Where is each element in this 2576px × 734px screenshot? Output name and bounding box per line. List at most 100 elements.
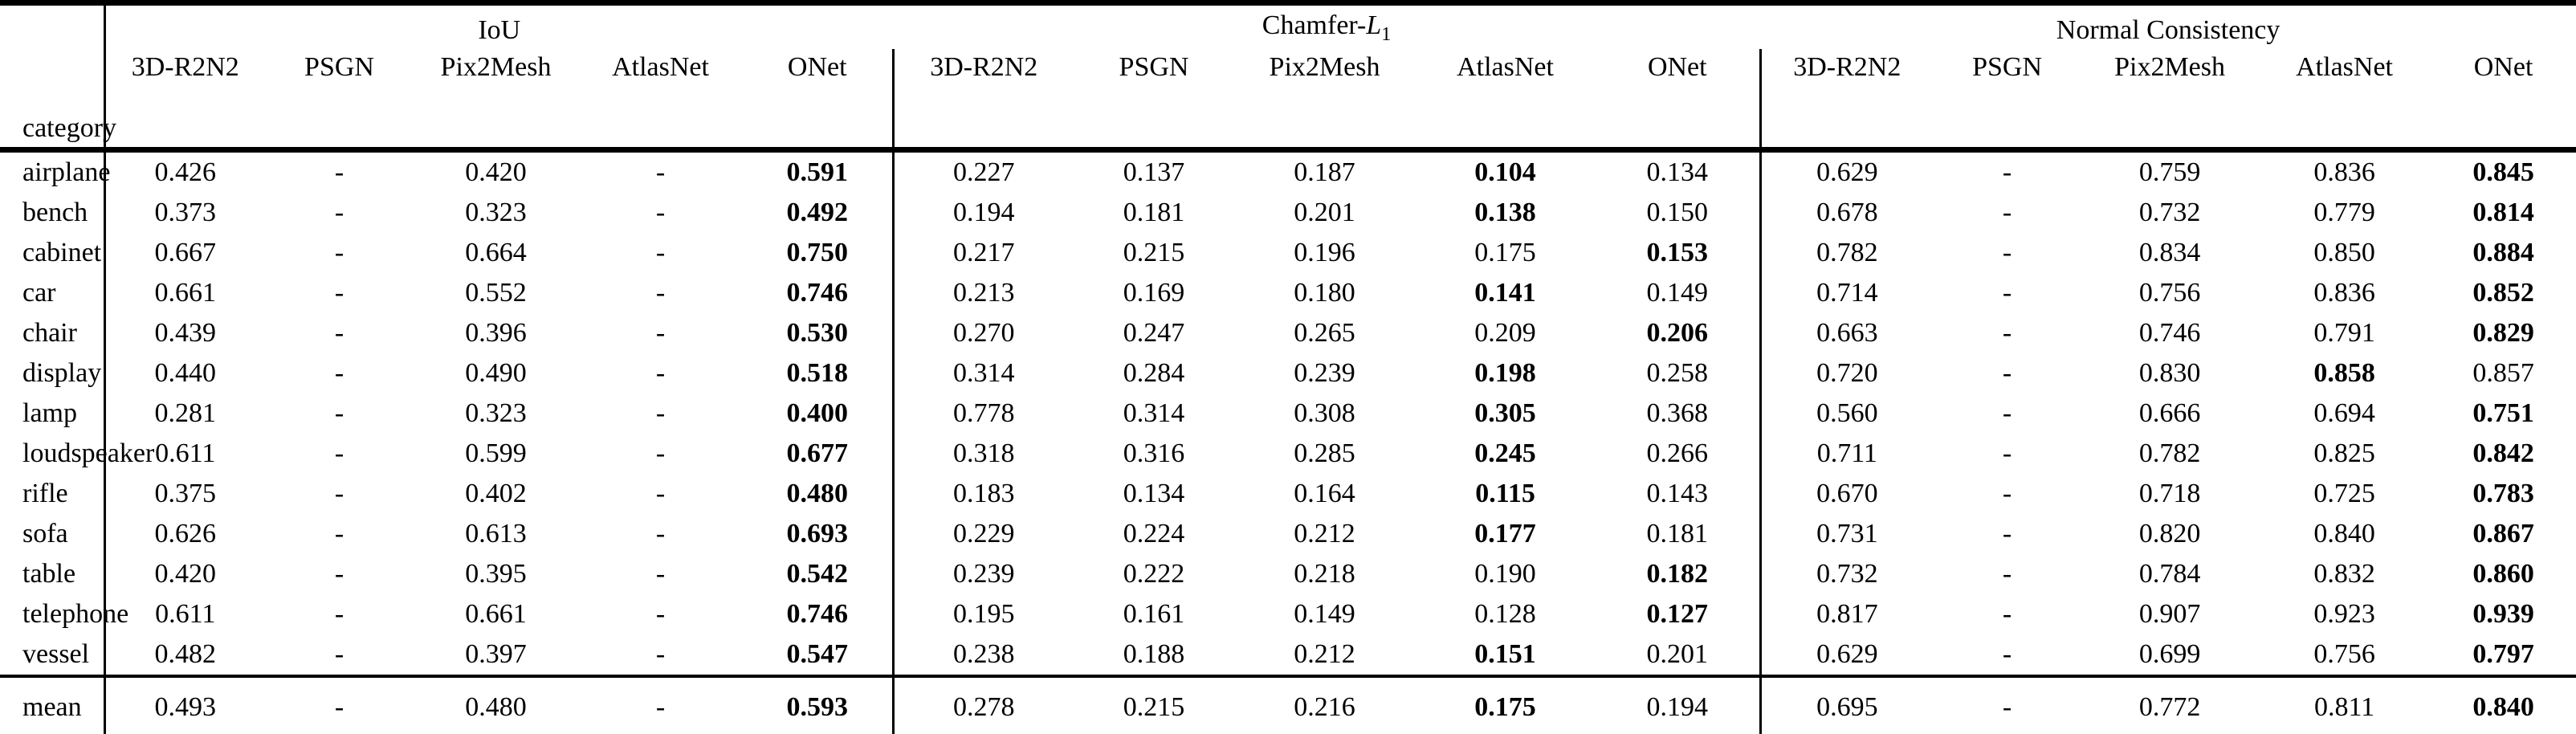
value-cell: -	[2002, 639, 2012, 669]
value-cell: 0.836	[2313, 157, 2375, 187]
value-cell: -	[334, 559, 344, 589]
value-cell: 0.840	[2313, 519, 2375, 548]
table-row: chair 0.439 - 0.396 - 0.530 0.270 0.247 0.265 0.2…	[0, 313, 2576, 353]
value-cell: 0.626	[103, 514, 265, 554]
value-cell: -	[2002, 479, 2012, 508]
value-cell: 0.395	[465, 559, 527, 589]
value-cell: 0.201	[1294, 198, 1355, 227]
value-cell: 0.923	[2313, 599, 2375, 629]
value-cell: 0.134	[1646, 157, 1709, 187]
value-cell: 0.245	[1474, 438, 1536, 468]
value-cell: 0.190	[1474, 559, 1536, 589]
value-cell: 0.907	[2138, 599, 2201, 629]
category-cell: bench	[22, 198, 88, 227]
value-cell: 0.181	[1646, 519, 1709, 548]
value-cell: 0.666	[2138, 398, 2201, 428]
value-cell: 0.797	[2472, 639, 2534, 669]
value-cell: -	[2002, 358, 2012, 388]
value-cell: 0.867	[2472, 519, 2534, 548]
value-cell: 0.128	[1474, 599, 1536, 629]
value-cell: -	[334, 599, 344, 629]
value-cell: -	[334, 438, 344, 468]
value-cell: 0.183	[891, 474, 1074, 514]
table-body: airplane 0.426 - 0.420 - 0.591 0.227 0.137 0.187…	[0, 149, 2576, 676]
value-cell: 0.439	[103, 313, 265, 353]
value-cell: 0.227	[891, 149, 1074, 193]
value-cell: 0.198	[1474, 358, 1536, 388]
value-cell: 0.779	[2313, 198, 2375, 227]
value-cell: 0.490	[465, 358, 527, 388]
value-cell: 0.852	[2472, 278, 2534, 308]
value-cell: 0.182	[1646, 559, 1709, 589]
category-cell: rifle	[22, 479, 68, 508]
value-cell: 0.820	[2138, 519, 2201, 548]
value-cell: 0.396	[465, 318, 527, 348]
value-cell: 0.149	[1646, 278, 1709, 308]
value-cell: 0.560	[1759, 394, 1934, 434]
value-cell: -	[655, 157, 666, 187]
value-cell: 0.661	[465, 599, 527, 629]
value-cell: 0.187	[1294, 157, 1355, 187]
method-header: ONet	[1596, 49, 1761, 153]
category-cell: vessel	[22, 639, 90, 669]
value-cell: -	[2002, 438, 2012, 468]
value-cell: 0.480	[414, 675, 578, 734]
value-cell: 0.850	[2313, 238, 2375, 267]
chamfer-subscript: 1	[1381, 24, 1392, 45]
value-cell: -	[655, 479, 666, 508]
value-cell: 0.884	[2472, 238, 2534, 267]
value-cell: 0.440	[103, 353, 265, 394]
value-cell: 0.215	[1074, 675, 1235, 734]
value-cell: 0.746	[786, 599, 849, 629]
table-row: lamp 0.281 - 0.323 - 0.400 0.778 0.314 0.308 0.30…	[0, 394, 2576, 434]
value-cell: 0.222	[1123, 559, 1185, 589]
method-header: AtlasNet	[1415, 49, 1596, 153]
value-cell: 0.613	[465, 519, 527, 548]
method-header: Pix2Mesh	[414, 49, 578, 153]
value-cell: 0.714	[1759, 273, 1934, 313]
value-cell: -	[334, 278, 344, 308]
value-cell: 0.661	[103, 273, 265, 313]
group-title-chamfer: Chamfer-L1	[893, 3, 1760, 50]
value-cell: -	[334, 519, 344, 548]
value-cell: 0.314	[891, 353, 1074, 394]
mean-row: mean 0.493-0.480-0.593 0.278 0.215 0.216 0.17…	[0, 675, 2576, 734]
value-cell: 0.493	[103, 675, 265, 734]
value-cell: 0.840	[2431, 675, 2576, 734]
value-cell: 0.265	[1294, 318, 1355, 348]
value-cell: 0.611	[103, 594, 265, 634]
value-cell: -	[655, 438, 666, 468]
value-cell: 0.663	[1759, 313, 1934, 353]
value-cell: 0.530	[786, 318, 849, 348]
value-cell: 0.811	[2258, 675, 2431, 734]
value-cell: -	[2002, 519, 2012, 548]
value-cell: 0.814	[2472, 198, 2534, 227]
value-cell: 0.169	[1123, 278, 1185, 308]
value-cell: 0.629	[1759, 149, 1934, 193]
category-cell: car	[22, 278, 56, 308]
value-cell: 0.281	[103, 394, 265, 434]
table-row: display 0.440 - 0.490 - 0.518 0.314 0.284 0.239 0…	[0, 353, 2576, 394]
value-cell: 0.420	[465, 157, 527, 187]
value-cell: -	[578, 675, 743, 734]
method-header: Pix2Mesh	[2081, 49, 2259, 153]
value-cell: 0.842	[2472, 438, 2534, 468]
value-cell: 0.368	[1646, 398, 1709, 428]
method-header: 3D-R2N2	[103, 49, 265, 153]
value-cell: 0.834	[2138, 238, 2201, 267]
value-cell: 0.134	[1123, 479, 1185, 508]
value-cell: 0.278	[891, 675, 1074, 734]
chamfer-prefix: Chamfer-	[1262, 10, 1367, 41]
value-cell: 0.732	[2138, 198, 2201, 227]
value-cell: 0.756	[2313, 639, 2375, 669]
value-cell: 0.678	[1759, 193, 1934, 233]
value-cell: 0.239	[1294, 358, 1355, 388]
value-cell: 0.194	[891, 193, 1074, 233]
value-cell: 0.217	[891, 233, 1074, 273]
method-header: 3D-R2N2	[1759, 49, 1934, 153]
value-cell: 0.318	[891, 434, 1074, 474]
value-cell: -	[655, 358, 666, 388]
value-cell: -	[655, 639, 666, 669]
value-cell: 0.215	[1123, 238, 1185, 267]
